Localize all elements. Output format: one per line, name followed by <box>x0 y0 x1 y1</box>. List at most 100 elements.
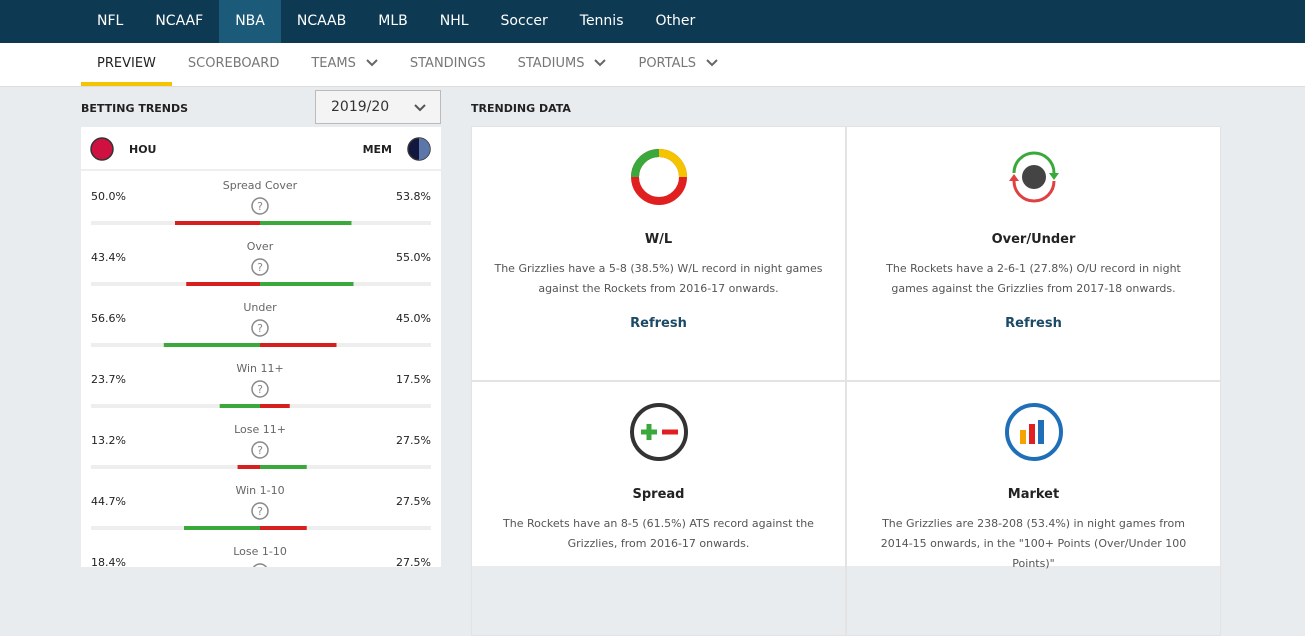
mem-bar <box>260 465 307 469</box>
wl-icon <box>631 149 687 205</box>
hou-pct: 23.7% <box>91 373 126 386</box>
mem-bar <box>260 221 352 225</box>
chevron <box>594 59 607 67</box>
mem-pct: 17.5% <box>396 373 431 386</box>
nav-item[interactable]: NBA <box>219 0 281 43</box>
nav-item[interactable]: NHL <box>439 13 469 29</box>
help-mark: ? <box>257 505 263 518</box>
card-title: Market <box>1007 487 1060 502</box>
mem-bar <box>260 343 337 347</box>
mem-pct: 55.0% <box>396 251 431 264</box>
trends-table: HOU MEM Spread Cover? 50.0% 53.8% Over? 43.4… <box>81 137 441 591</box>
mem-bar <box>260 282 354 286</box>
row-label: Under <box>243 301 277 314</box>
hou-pct: 44.7% <box>91 495 126 508</box>
hou-pct: 13.2% <box>91 434 126 447</box>
hou-bar <box>237 465 260 469</box>
subnav-label: PREVIEW <box>97 56 156 71</box>
card-title: Over/Under <box>991 232 1076 247</box>
subnav-item[interactable]: SCOREBOARD <box>172 43 295 86</box>
subnav-label: PORTALS <box>638 56 696 71</box>
hou-pct: 50.0% <box>91 190 126 203</box>
subnav-item[interactable]: STADIUMS <box>502 43 623 86</box>
help-icon <box>251 380 269 398</box>
help-mark: ? <box>257 444 263 457</box>
betting-trends: HOU MEM Spread Cover? 50.0% 53.8% Over? 43.4… <box>81 127 441 591</box>
help-mark: ? <box>257 383 263 396</box>
help-icon <box>251 258 269 276</box>
row-label: Win 1-10 <box>235 484 284 497</box>
market-icon <box>1005 403 1063 461</box>
sub-nav: PREVIEW SCOREBOARD TEAMS STANDINGS STADIUMS P… <box>0 43 1305 87</box>
card: Over/Under The Rockets have a 2-6-1 (27.… <box>846 126 1221 381</box>
card-text: The Rockets have a 2-6-1 (27.8%) O/U rec… <box>886 262 1181 295</box>
hou-logo <box>90 137 114 161</box>
mem-pct: 27.5% <box>396 495 431 508</box>
subnav-label: SCOREBOARD <box>187 56 280 71</box>
card-title: W/L <box>644 232 673 247</box>
card-text: The Grizzlies are 238-208 (53.4%) in nig… <box>880 517 1187 570</box>
mem-pct: 53.8% <box>396 190 431 203</box>
row-label: Lose 11+ <box>234 423 286 436</box>
help-icon <box>251 441 269 459</box>
row-label: Over <box>247 240 274 253</box>
help-icon <box>251 319 269 337</box>
subnav-label: TEAMS <box>311 56 356 71</box>
nav-item[interactable]: NFL <box>97 13 124 29</box>
hou-bar <box>186 282 260 286</box>
nav-item[interactable]: Other <box>655 13 696 29</box>
hou-pct: 43.4% <box>91 251 126 264</box>
away-team: MEM <box>363 143 392 156</box>
refresh-link[interactable]: Refresh <box>1005 316 1062 331</box>
hou-pct: 56.6% <box>91 312 126 325</box>
card-title: Spread <box>632 487 685 502</box>
mem-pct: 45.0% <box>396 312 431 325</box>
chevron <box>414 104 426 112</box>
card: Market The Grizzlies are 238-208 (53.4%)… <box>846 381 1221 636</box>
help-mark: ? <box>257 322 263 335</box>
nav-item[interactable]: Soccer <box>500 13 548 29</box>
ou-icon <box>1009 151 1059 203</box>
chevron <box>366 59 378 67</box>
card-text: The Rockets have an 8-5 (61.5%) ATS reco… <box>503 517 814 550</box>
subnav-item[interactable]: PORTALS <box>622 43 733 86</box>
subnav-label: STANDINGS <box>409 56 486 71</box>
help-mark: ? <box>257 566 263 567</box>
nav-item[interactable]: NCAAF <box>155 13 204 29</box>
section-title: TRENDING DATA <box>471 102 571 115</box>
mem-bar <box>260 404 290 408</box>
top-nav: NFL NCAAF NBA NCAAB MLB NHL Soccer Tennis Other <box>0 0 1305 43</box>
help-mark: ? <box>257 261 263 274</box>
season: 2019/20 <box>331 99 390 115</box>
subnav-label: STADIUMS <box>517 56 585 71</box>
season-select[interactable]: 2019/20 <box>315 90 441 124</box>
row-label: Spread Cover <box>223 179 298 192</box>
hou-bar <box>163 343 260 347</box>
mem-pct: 27.5% <box>396 556 431 567</box>
mem-logo-half <box>419 138 430 160</box>
row-label: Lose 1-10 <box>233 545 287 558</box>
row-label: Win 11+ <box>236 362 283 375</box>
help-icon <box>251 197 269 215</box>
hou-bar <box>184 526 260 530</box>
nav-item[interactable]: MLB <box>378 13 408 29</box>
nav-item[interactable]: NCAAB <box>296 13 347 29</box>
subnav-item[interactable]: TEAMS <box>295 43 394 86</box>
help-mark: ? <box>257 200 263 213</box>
home-team: HOU <box>129 143 157 156</box>
mem-bar <box>260 526 307 530</box>
spread-icon <box>630 403 688 461</box>
hou-bar <box>175 221 260 225</box>
nav-item[interactable]: Tennis <box>579 13 624 29</box>
refresh-link[interactable]: Refresh <box>630 316 687 331</box>
hou-pct: 18.4% <box>91 556 126 567</box>
card: W/L The Grizzlies have a 5-8 (38.5%) W/L… <box>471 126 846 381</box>
trending-data: W/L The Grizzlies have a 5-8 (38.5%) W/L… <box>471 126 1221 636</box>
hou-bar <box>219 404 260 408</box>
subnav-item[interactable]: PREVIEW <box>81 43 172 86</box>
subnav-item[interactable]: STANDINGS <box>394 43 502 86</box>
card-text: The Grizzlies have a 5-8 (38.5%) W/L rec… <box>494 262 823 295</box>
section-title: BETTING TRENDS <box>81 102 189 115</box>
mem-pct: 27.5% <box>396 434 431 447</box>
